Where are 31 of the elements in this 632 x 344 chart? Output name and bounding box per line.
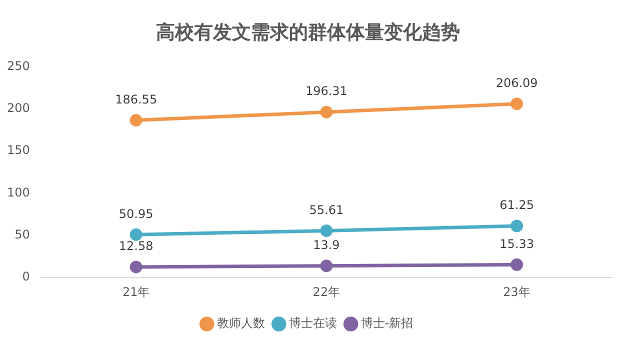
data-label: 13.9 bbox=[313, 238, 340, 252]
legend-label: 博士-新招 bbox=[360, 316, 414, 330]
y-tick-label: 250 bbox=[7, 58, 30, 73]
x-tick-label: 22年 bbox=[312, 284, 340, 299]
data-label: 186.55 bbox=[115, 92, 158, 106]
y-tick-label: 150 bbox=[7, 143, 30, 158]
y-tick-label: 200 bbox=[7, 101, 30, 116]
point bbox=[510, 220, 524, 232]
point bbox=[510, 98, 524, 110]
data-label: 55.61 bbox=[309, 202, 344, 217]
x-tick-label: 23年 bbox=[503, 284, 530, 299]
data-label: 61.25 bbox=[500, 198, 534, 212]
data-label: 12.58 bbox=[118, 239, 154, 254]
data-label: 50.95 bbox=[118, 206, 154, 221]
y-tick-label: 100 bbox=[7, 185, 30, 200]
point bbox=[510, 258, 524, 271]
data-label: 206.09 bbox=[496, 76, 538, 90]
point bbox=[130, 114, 142, 127]
y-tick-label: 50 bbox=[14, 228, 30, 242]
point bbox=[320, 224, 333, 237]
point bbox=[320, 260, 333, 272]
data-label: 15.33 bbox=[500, 236, 534, 251]
point bbox=[130, 228, 142, 241]
point bbox=[130, 260, 142, 274]
data-label: 196.31 bbox=[305, 84, 348, 98]
legend-label: 教师人数 bbox=[216, 316, 265, 330]
legend-label: 博士在读 bbox=[288, 316, 337, 330]
chart-title: 高校有发文需求的群体体量变化趋势 bbox=[156, 21, 460, 44]
x-tick-label: 21年 bbox=[122, 284, 150, 299]
y-tick-label: 0 bbox=[22, 270, 30, 284]
point bbox=[320, 106, 333, 118]
